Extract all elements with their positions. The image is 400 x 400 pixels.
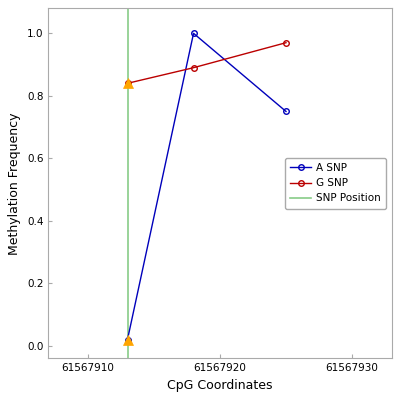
Y-axis label: Methylation Frequency: Methylation Frequency <box>8 112 21 254</box>
Legend: A SNP, G SNP, SNP Position: A SNP, G SNP, SNP Position <box>285 158 386 209</box>
X-axis label: CpG Coordinates: CpG Coordinates <box>167 379 273 392</box>
